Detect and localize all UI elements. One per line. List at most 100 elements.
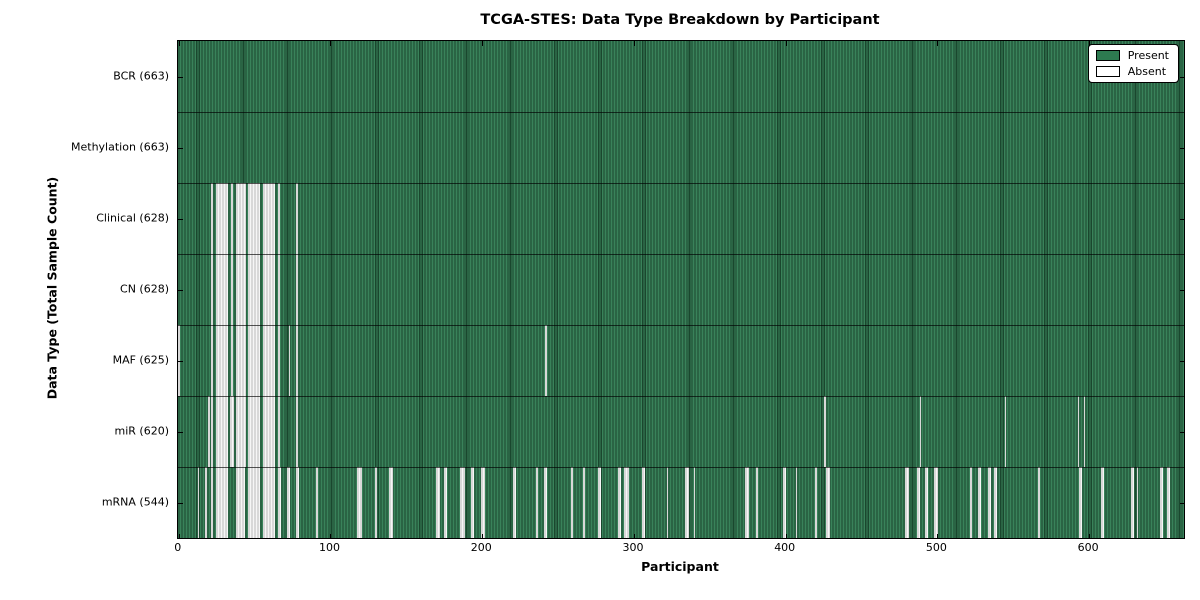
- absent-bar: [215, 254, 229, 325]
- x-tick-mark: [1089, 41, 1091, 46]
- absent-bar: [1083, 396, 1086, 467]
- absent-bar: [262, 183, 276, 254]
- absent-bar: [1077, 396, 1080, 467]
- y-tick-mark: [178, 147, 183, 149]
- absent-bar: [815, 467, 817, 538]
- absent-bar: [211, 254, 213, 325]
- absent-bar: [231, 183, 233, 254]
- absent-bar: [278, 396, 280, 467]
- row-label: BCR (663): [113, 69, 169, 82]
- absent-bar: [924, 467, 928, 538]
- absent-bar: [570, 467, 573, 538]
- absent-bar: [624, 467, 629, 538]
- absent-bar: [296, 254, 298, 325]
- y-tick-mark: [1179, 147, 1184, 149]
- absent-bar: [288, 325, 291, 396]
- absent-bar: [1136, 467, 1139, 538]
- absent-bar: [208, 396, 210, 467]
- absent-bar: [215, 467, 229, 538]
- absent-bar: [684, 467, 690, 538]
- absent-bar: [693, 467, 696, 538]
- absent-bar: [287, 467, 291, 538]
- absent-bar: [970, 467, 972, 538]
- absent-bar: [824, 396, 826, 467]
- absent-bar: [666, 467, 669, 538]
- x-tick-mark: [178, 533, 180, 538]
- x-tick-mark: [330, 41, 332, 46]
- absent-bar: [262, 467, 276, 538]
- absent-bar: [919, 396, 922, 467]
- absent-bar: [825, 467, 831, 538]
- absent-bar: [211, 396, 213, 467]
- y-tick-mark: [178, 431, 183, 433]
- absent-bar: [235, 467, 245, 538]
- absent-bar: [783, 467, 787, 538]
- absent-bar: [795, 467, 798, 538]
- plot-area: Present Absent: [177, 40, 1185, 539]
- absent-bar: [916, 467, 920, 538]
- absent-bar: [247, 183, 260, 254]
- y-tick-mark: [178, 502, 183, 504]
- x-tick-mark: [785, 41, 787, 46]
- absent-bar: [296, 183, 298, 254]
- x-tick-mark: [633, 533, 635, 538]
- y-tick-mark: [1179, 289, 1184, 291]
- absent-bar: [296, 467, 300, 538]
- absent-bar: [215, 325, 229, 396]
- absent-bar: [435, 467, 441, 538]
- absent-bar: [231, 325, 233, 396]
- absent-bar: [211, 183, 213, 254]
- absent-bar: [262, 325, 276, 396]
- absent-swatch-icon: [1095, 66, 1120, 77]
- absent-bar: [231, 254, 233, 325]
- y-tick-mark: [1179, 431, 1184, 433]
- row-separator: [178, 111, 1184, 113]
- absent-bar: [235, 325, 247, 396]
- y-tick-mark: [178, 360, 183, 362]
- absent-bar: [247, 467, 260, 538]
- legend-label-absent: Absent: [1127, 65, 1167, 78]
- legend-item-present: Present: [1095, 49, 1169, 62]
- absent-bar: [262, 254, 276, 325]
- absent-bar: [205, 467, 207, 538]
- absent-bar: [357, 467, 362, 538]
- absent-bar: [933, 467, 939, 538]
- y-tick-mark: [178, 289, 183, 291]
- absent-bar: [756, 467, 758, 538]
- absent-bar: [375, 467, 377, 538]
- x-tick-label: 400: [774, 541, 796, 554]
- absent-bar: [583, 467, 585, 538]
- row-separator: [178, 324, 1184, 326]
- absent-bar: [247, 254, 260, 325]
- x-tick-mark: [937, 533, 939, 538]
- absent-bar: [598, 467, 602, 538]
- absent-bar: [1038, 467, 1040, 538]
- absent-bar: [1159, 467, 1163, 538]
- absent-bar: [1130, 467, 1134, 538]
- absent-bar: [745, 467, 749, 538]
- absent-bar: [443, 467, 447, 538]
- x-tick-mark: [178, 41, 180, 46]
- legend-label-present: Present: [1127, 49, 1169, 62]
- legend-item-absent: Absent: [1095, 65, 1169, 78]
- row-separator: [178, 253, 1184, 255]
- absent-bar: [977, 467, 981, 538]
- row-separator: [178, 466, 1184, 468]
- x-tick-mark: [1089, 533, 1091, 538]
- absent-bar: [388, 467, 394, 538]
- absent-bar: [247, 325, 260, 396]
- absent-bar: [470, 467, 474, 538]
- y-tick-mark: [1179, 218, 1184, 220]
- absent-bar: [1079, 467, 1083, 538]
- y-tick-mark: [1179, 76, 1184, 78]
- absent-bar: [296, 325, 298, 396]
- row-label: miR (620): [114, 424, 170, 437]
- absent-bar: [316, 467, 318, 538]
- absent-bar: [235, 254, 247, 325]
- absent-bar: [235, 183, 247, 254]
- row-label: Methylation (663): [71, 140, 169, 153]
- x-tick-label: 500: [925, 541, 947, 554]
- absent-bar: [904, 467, 910, 538]
- absent-bar: [278, 183, 280, 254]
